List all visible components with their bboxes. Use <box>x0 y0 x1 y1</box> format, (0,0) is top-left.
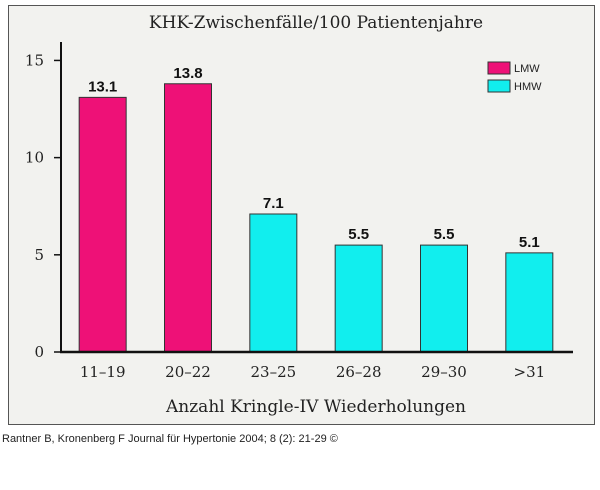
y-tick-label-15: 15 <box>25 51 44 69</box>
bars-group <box>78 83 554 353</box>
bar-5 <box>420 244 468 353</box>
data-labels-group: 13.1 13.8 7.1 5.5 5.5 5.1 <box>88 65 540 251</box>
bar-2 <box>164 83 212 353</box>
legend-label-hmw: HMW <box>514 81 542 93</box>
data-label-2: 13.8 <box>173 65 202 82</box>
legend-swatch-lmw <box>487 61 511 75</box>
y-tick-label-0: 0 <box>34 343 44 361</box>
source-credit: Rantner B, Kronenberg F Journal für Hype… <box>2 433 338 445</box>
bar-6 <box>505 252 554 353</box>
x-tick-label-3: 23–25 <box>250 363 296 381</box>
y-tick-label-5: 5 <box>34 246 44 264</box>
data-label-3: 7.1 <box>263 195 284 212</box>
bar-3 <box>249 213 298 353</box>
x-tick-label-5: 29–30 <box>421 363 467 381</box>
legend: LMW HMW <box>487 61 542 93</box>
data-label-6: 5.1 <box>519 234 540 251</box>
y-tick-label-10: 10 <box>25 149 44 167</box>
bar-chart: KHK-Zwischenfälle/100 Patientenjahre 13.… <box>25 13 573 417</box>
legend-swatch-hmw <box>487 79 511 93</box>
x-tick-label-6: >31 <box>514 363 546 381</box>
x-axis-label: Anzahl Kringle-IV Wiederholungen <box>165 397 466 417</box>
x-tick-label-4: 26–28 <box>336 363 382 381</box>
x-tick-label-1: 11–19 <box>80 363 126 381</box>
x-axis-ticks: 11–19 20–22 23–25 26–28 29–30 >31 <box>80 363 545 381</box>
bar-1 <box>78 96 127 353</box>
data-label-4: 5.5 <box>348 226 369 243</box>
data-label-5: 5.5 <box>434 226 455 243</box>
x-tick-label-2: 20–22 <box>165 363 211 381</box>
legend-label-lmw: LMW <box>514 63 540 75</box>
data-label-1: 13.1 <box>88 78 117 95</box>
y-axis-ticks: 0 5 10 15 <box>25 51 61 361</box>
bar-4 <box>334 244 383 353</box>
chart-title: KHK-Zwischenfälle/100 Patientenjahre <box>149 13 483 33</box>
